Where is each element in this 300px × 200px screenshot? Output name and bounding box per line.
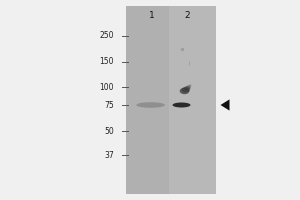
Text: 100: 100 bbox=[100, 82, 114, 92]
Text: 250: 250 bbox=[100, 31, 114, 40]
Text: 50: 50 bbox=[104, 127, 114, 136]
Text: 150: 150 bbox=[100, 58, 114, 66]
Ellipse shape bbox=[136, 102, 165, 108]
Text: 37: 37 bbox=[104, 150, 114, 160]
Ellipse shape bbox=[189, 84, 192, 86]
Ellipse shape bbox=[172, 102, 190, 108]
Ellipse shape bbox=[188, 85, 191, 87]
Bar bbox=[126, 6, 216, 194]
Polygon shape bbox=[220, 99, 230, 111]
Ellipse shape bbox=[180, 88, 189, 94]
Text: 75: 75 bbox=[104, 100, 114, 110]
Ellipse shape bbox=[184, 86, 190, 91]
Ellipse shape bbox=[185, 86, 191, 89]
Bar bbox=[169, 6, 216, 194]
Text: 1: 1 bbox=[148, 11, 154, 21]
Text: 2: 2 bbox=[185, 11, 190, 21]
Ellipse shape bbox=[182, 87, 190, 93]
